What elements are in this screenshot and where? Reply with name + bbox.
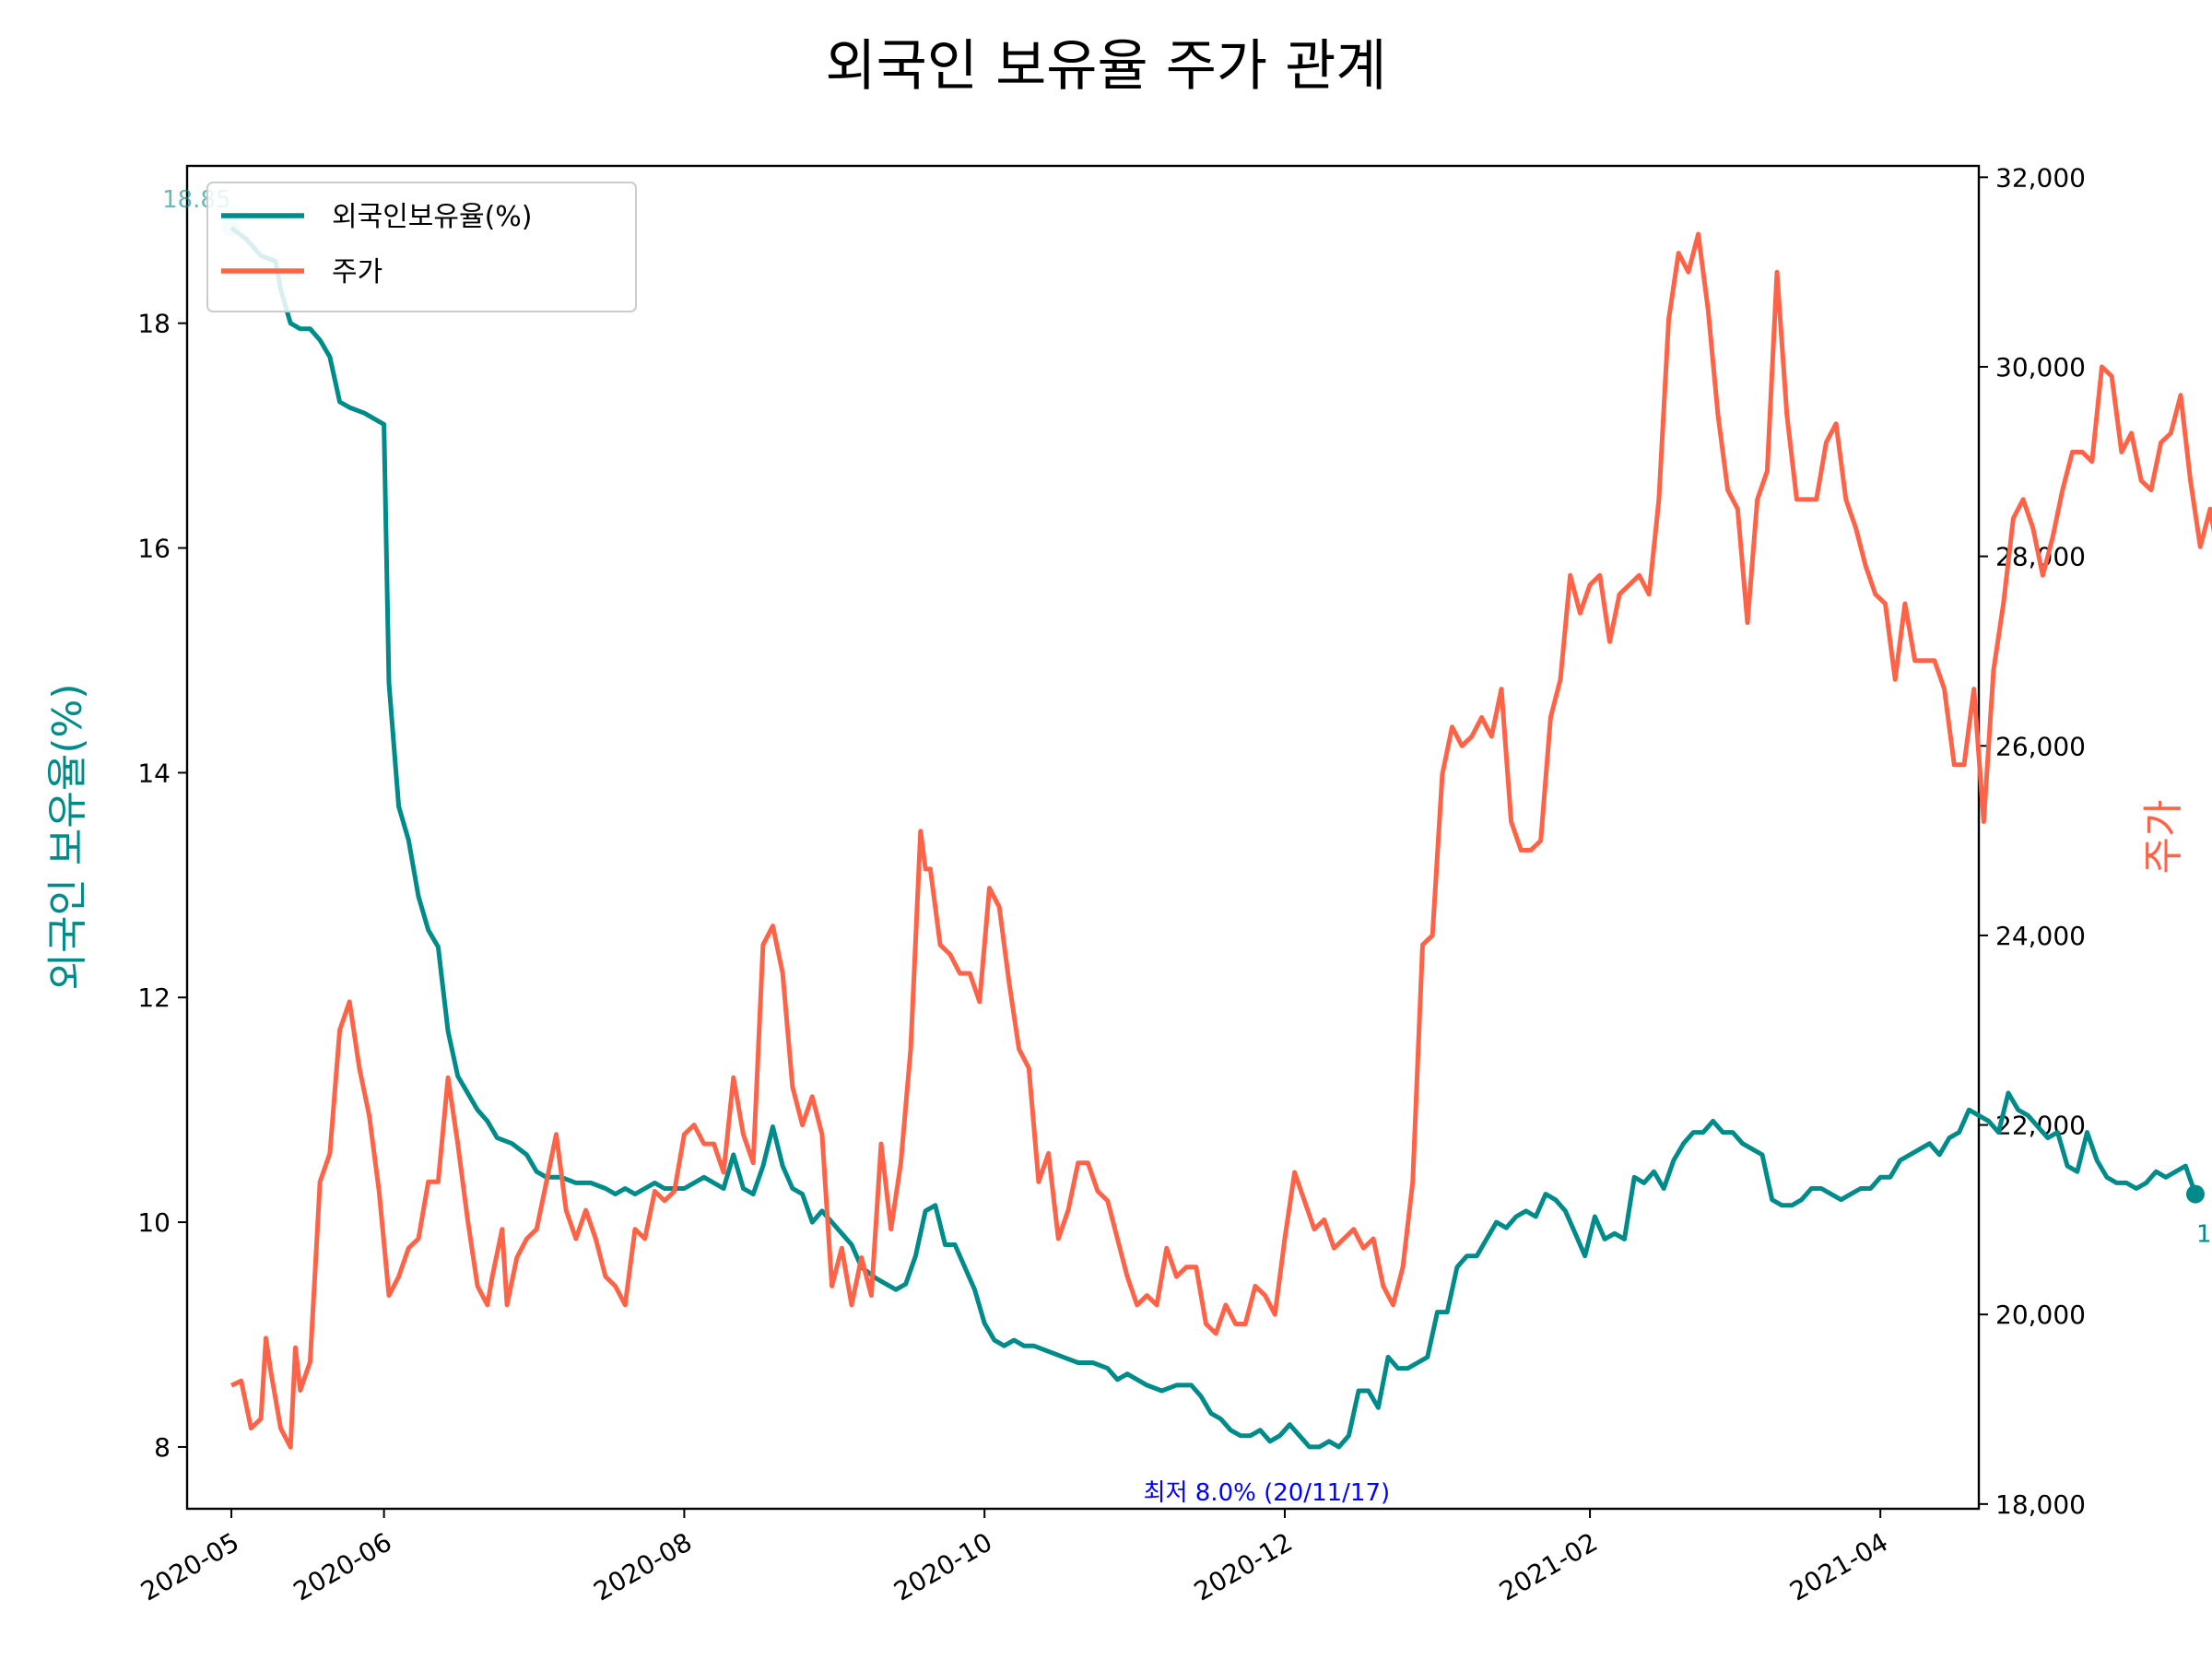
left-tick-label: 10: [137, 1207, 171, 1238]
x-tick-label: 2021-04: [1784, 1526, 1893, 1606]
legend-label-foreign: 외국인보유율(%): [332, 201, 533, 233]
series-layer: [229, 226, 2212, 1450]
plot-area-frame: [185, 164, 1981, 1511]
x-tick-label: 2020-05: [135, 1526, 244, 1606]
left-axis-title: 외국인 보유율(%): [44, 683, 91, 990]
left-tick-label: 18: [137, 309, 171, 339]
x-tick-label: 2020-06: [288, 1526, 397, 1606]
end-value-label: 10.25: [2196, 1221, 2212, 1249]
left-tick-label: 8: [154, 1432, 171, 1463]
legend: 외국인보유율(%) 주가: [206, 182, 637, 312]
series-line-price: [230, 231, 2212, 1450]
x-tick-label: 2020-08: [588, 1526, 697, 1606]
series-line-foreign: [229, 226, 2198, 1450]
x-tick-label: 2021-02: [1494, 1526, 1603, 1606]
right-tick-label: 32,000: [1995, 162, 2086, 193]
left-tick-label: 14: [137, 758, 171, 788]
right-tick-label: 18,000: [1995, 1489, 2086, 1520]
left-tick-label: 16: [137, 534, 171, 564]
right-tick-label: 30,000: [1995, 352, 2086, 382]
left-axis-ticks: 8 10 12 14 16 18: [137, 309, 187, 1463]
x-tick-label: 2020-12: [1189, 1526, 1298, 1606]
right-tick-label: 26,000: [1995, 731, 2086, 761]
left-tick-label: 12: [137, 982, 171, 1013]
right-tick-label: 20,000: [1995, 1300, 2086, 1330]
chart-title: 외국인 보유율 주가 관계: [825, 34, 1386, 99]
right-axis-title: 주가: [2140, 800, 2187, 875]
right-tick-label: 22,000: [1995, 1111, 2086, 1141]
end-point-marker: [2185, 1184, 2205, 1204]
legend-label-price: 주가: [332, 256, 382, 288]
annotation-layer: 18.8510.25최저 8.0% (20/11/17): [162, 186, 2212, 1507]
right-tick-label: 24,000: [1995, 921, 2086, 951]
min-value-label: 최저 8.0% (20/11/17): [1144, 1479, 1390, 1507]
x-tick-label: 2020-10: [888, 1526, 997, 1606]
x-axis-ticks: 2020-05 2020-06 2020-08 2020-10 2020-12 2021-…: [135, 1509, 1893, 1607]
right-axis-ticks: 18,00020,00022,00024,00026,00028,00030,0…: [1979, 162, 2086, 1520]
legend-box: [206, 182, 637, 312]
